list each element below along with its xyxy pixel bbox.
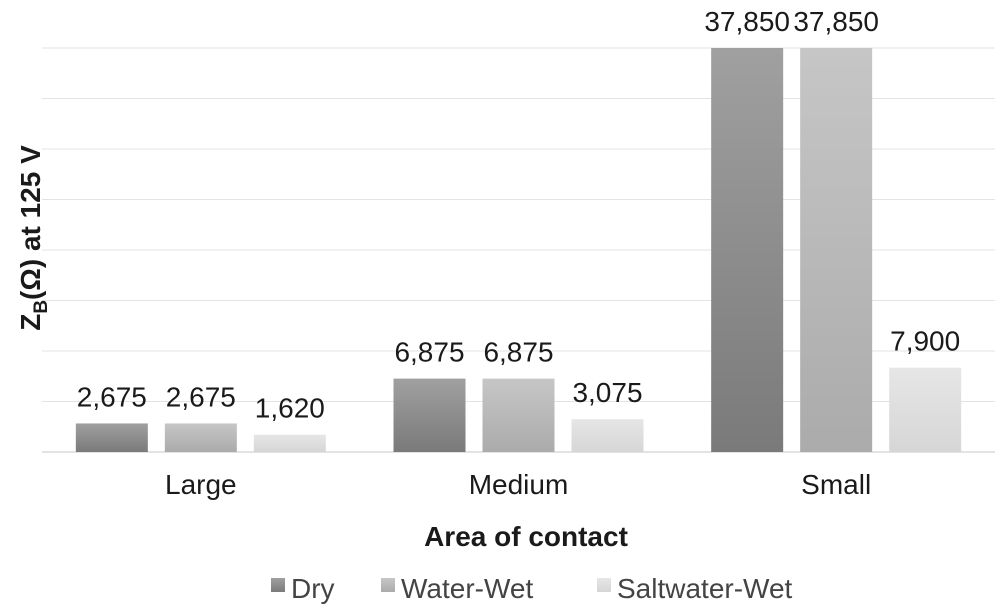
data-label: 37,850 bbox=[793, 6, 879, 37]
bar-dry-small bbox=[711, 48, 784, 452]
bar-dry-medium bbox=[393, 378, 466, 452]
bars bbox=[75, 48, 962, 452]
data-label: 2,675 bbox=[77, 381, 147, 412]
bar-saltwater-wet-large bbox=[253, 434, 326, 452]
data-label: 37,850 bbox=[704, 6, 790, 37]
legend-label-saltwater-wet: Saltwater-Wet bbox=[617, 573, 793, 604]
data-label: 1,620 bbox=[255, 393, 325, 424]
gridlines bbox=[42, 47, 995, 453]
y-axis-title: ZB(Ω) at 125 V bbox=[15, 145, 52, 331]
data-label: 3,075 bbox=[572, 377, 642, 408]
data-labels: 2,675 2,675 1,620 6,875 6,875 3,075 37,850 37,8… bbox=[77, 6, 960, 424]
x-tick-label-medium: Medium bbox=[469, 469, 569, 500]
bar-saltwater-wet-medium bbox=[571, 419, 644, 452]
bar-water-wet-small bbox=[800, 48, 873, 452]
x-axis-title: Area of contact bbox=[424, 521, 628, 552]
y-axis-title-main: Z bbox=[15, 314, 46, 331]
bar-saltwater-wet-small bbox=[889, 367, 962, 452]
data-label: 2,675 bbox=[166, 381, 236, 412]
bar-water-wet-large bbox=[164, 423, 237, 452]
data-label: 7,900 bbox=[890, 326, 960, 357]
data-label: 6,875 bbox=[483, 337, 553, 368]
legend-swatch-water-wet bbox=[381, 578, 395, 592]
legend-label-dry: Dry bbox=[291, 573, 335, 604]
data-label: 6,875 bbox=[394, 337, 464, 368]
legend-swatch-saltwater-wet bbox=[597, 578, 611, 592]
x-axis-tick-labels: Large Medium Small bbox=[165, 469, 871, 500]
y-axis-title-rest: (Ω) at 125 V bbox=[15, 145, 46, 300]
x-tick-label-small: Small bbox=[801, 469, 871, 500]
bar-dry-large bbox=[75, 423, 148, 452]
legend-label-water-wet: Water-Wet bbox=[401, 573, 533, 604]
x-tick-label-large: Large bbox=[165, 469, 237, 500]
legend: Dry Water-Wet Saltwater-Wet bbox=[271, 573, 793, 604]
bar-water-wet-medium bbox=[482, 378, 555, 452]
y-axis-title-subscript: B bbox=[31, 300, 52, 314]
legend-swatch-dry bbox=[271, 578, 285, 592]
